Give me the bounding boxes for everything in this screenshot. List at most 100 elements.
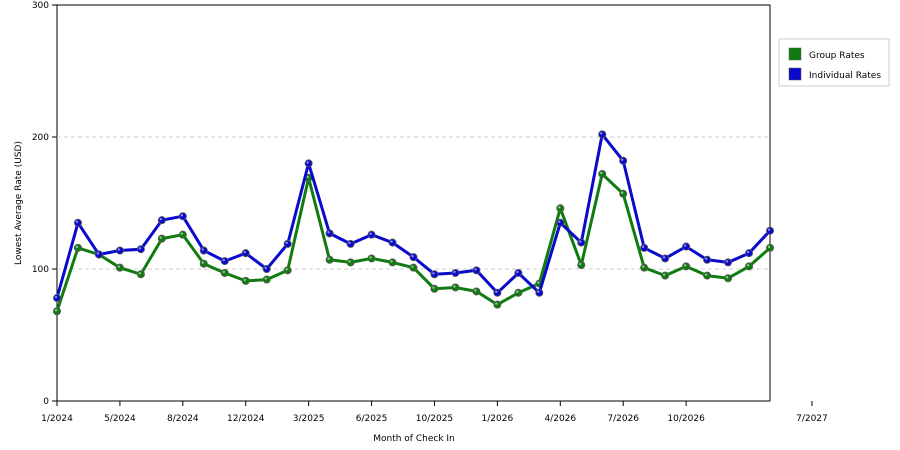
x-tick-label: 10/2025 — [416, 414, 453, 424]
y-axis: 0 100 200 300 — [32, 1, 57, 407]
data-point-highlight — [75, 220, 79, 223]
data-point-highlight — [516, 290, 519, 293]
data-point-highlight — [285, 241, 288, 245]
data-point — [724, 258, 733, 267]
data-point-highlight — [558, 220, 561, 223]
data-point — [115, 246, 124, 255]
data-point — [262, 264, 271, 273]
y-tick-label: 300 — [32, 1, 49, 11]
data-point — [640, 243, 649, 252]
data-point — [220, 257, 229, 266]
data-point-highlight — [432, 286, 435, 289]
y-tick-label: 200 — [32, 133, 49, 143]
data-point-highlight — [327, 231, 330, 234]
data-point-highlight — [243, 278, 246, 282]
data-point-highlight — [453, 270, 456, 274]
data-point — [598, 169, 607, 178]
x-tick-label: 10/2026 — [667, 414, 705, 424]
data-point-highlight — [621, 191, 624, 194]
data-point — [304, 159, 313, 168]
data-point-highlight — [411, 254, 414, 258]
data-point — [724, 274, 733, 283]
data-point — [262, 275, 271, 284]
data-point — [241, 276, 250, 285]
data-point-highlight — [180, 232, 184, 235]
data-point — [136, 270, 145, 279]
data-point — [199, 259, 208, 268]
x-axis: 1/2024 5/2024 8/2024 12/2024 3/2025 6/2025 10/… — [41, 401, 828, 424]
data-point-highlight — [243, 250, 246, 254]
data-point-highlight — [600, 171, 603, 175]
data-point-highlight — [117, 265, 121, 268]
data-point — [640, 263, 649, 272]
data-point — [157, 216, 166, 225]
data-point — [220, 268, 229, 277]
data-point — [493, 300, 502, 309]
data-point — [283, 239, 292, 248]
data-point-highlight — [579, 262, 582, 266]
data-point — [619, 189, 628, 198]
data-point — [535, 288, 544, 297]
legend-label: Individual Rates — [809, 71, 881, 81]
data-point — [472, 266, 481, 275]
data-point — [388, 238, 397, 247]
data-point — [556, 218, 565, 227]
data-point — [94, 250, 103, 259]
data-point-highlight — [641, 265, 645, 268]
data-point-highlight — [390, 260, 393, 263]
data-point — [745, 249, 754, 258]
data-point — [514, 268, 523, 277]
data-point — [115, 263, 124, 272]
data-point-highlight — [138, 247, 142, 250]
data-point — [409, 253, 418, 262]
data-point-highlight — [306, 161, 309, 164]
data-point — [766, 226, 775, 235]
data-point-highlight — [516, 270, 519, 274]
x-tick-label: 12/2024 — [227, 414, 265, 424]
data-point-highlight — [683, 244, 687, 247]
data-point — [577, 238, 586, 247]
data-point — [367, 230, 376, 239]
data-point-highlight — [704, 273, 708, 276]
plot-area — [56, 4, 771, 402]
data-point-highlight — [662, 273, 666, 276]
data-point-highlight — [767, 245, 771, 249]
data-point — [388, 258, 397, 267]
data-point-highlight — [537, 281, 540, 284]
legend-swatch — [788, 47, 802, 61]
data-point-highlight — [222, 258, 225, 262]
x-tick-label: 7/2027 — [796, 414, 828, 424]
data-point-highlight — [369, 256, 372, 259]
data-point — [346, 258, 355, 267]
data-point-highlight — [767, 228, 771, 231]
data-point — [430, 270, 439, 279]
data-point — [325, 229, 334, 238]
data-point — [703, 255, 712, 264]
data-point — [178, 212, 187, 221]
data-point — [514, 288, 523, 297]
x-tick-label: 4/2026 — [544, 414, 576, 424]
x-tick-label: 5/2024 — [104, 414, 136, 424]
y-tick-label: 0 — [43, 397, 49, 407]
data-point — [703, 271, 712, 280]
data-point — [682, 242, 691, 251]
data-point — [73, 243, 82, 252]
data-point-highlight — [159, 217, 163, 221]
data-point-highlight — [746, 250, 750, 254]
data-point-highlight — [159, 236, 163, 239]
data-point-highlight — [96, 252, 100, 255]
data-point-highlight — [411, 265, 414, 268]
data-point — [451, 283, 460, 292]
data-point-highlight — [327, 257, 330, 260]
data-point — [53, 307, 62, 316]
data-point — [53, 294, 62, 303]
x-tick-label: 3/2025 — [293, 414, 325, 424]
data-point-highlight — [138, 272, 142, 275]
data-point — [556, 204, 565, 213]
data-point-highlight — [558, 206, 561, 209]
legend-label: Group Rates — [809, 51, 865, 61]
data-point-highlight — [495, 290, 498, 293]
x-tick-label: 1/2024 — [41, 414, 73, 424]
data-point-highlight — [474, 289, 477, 292]
